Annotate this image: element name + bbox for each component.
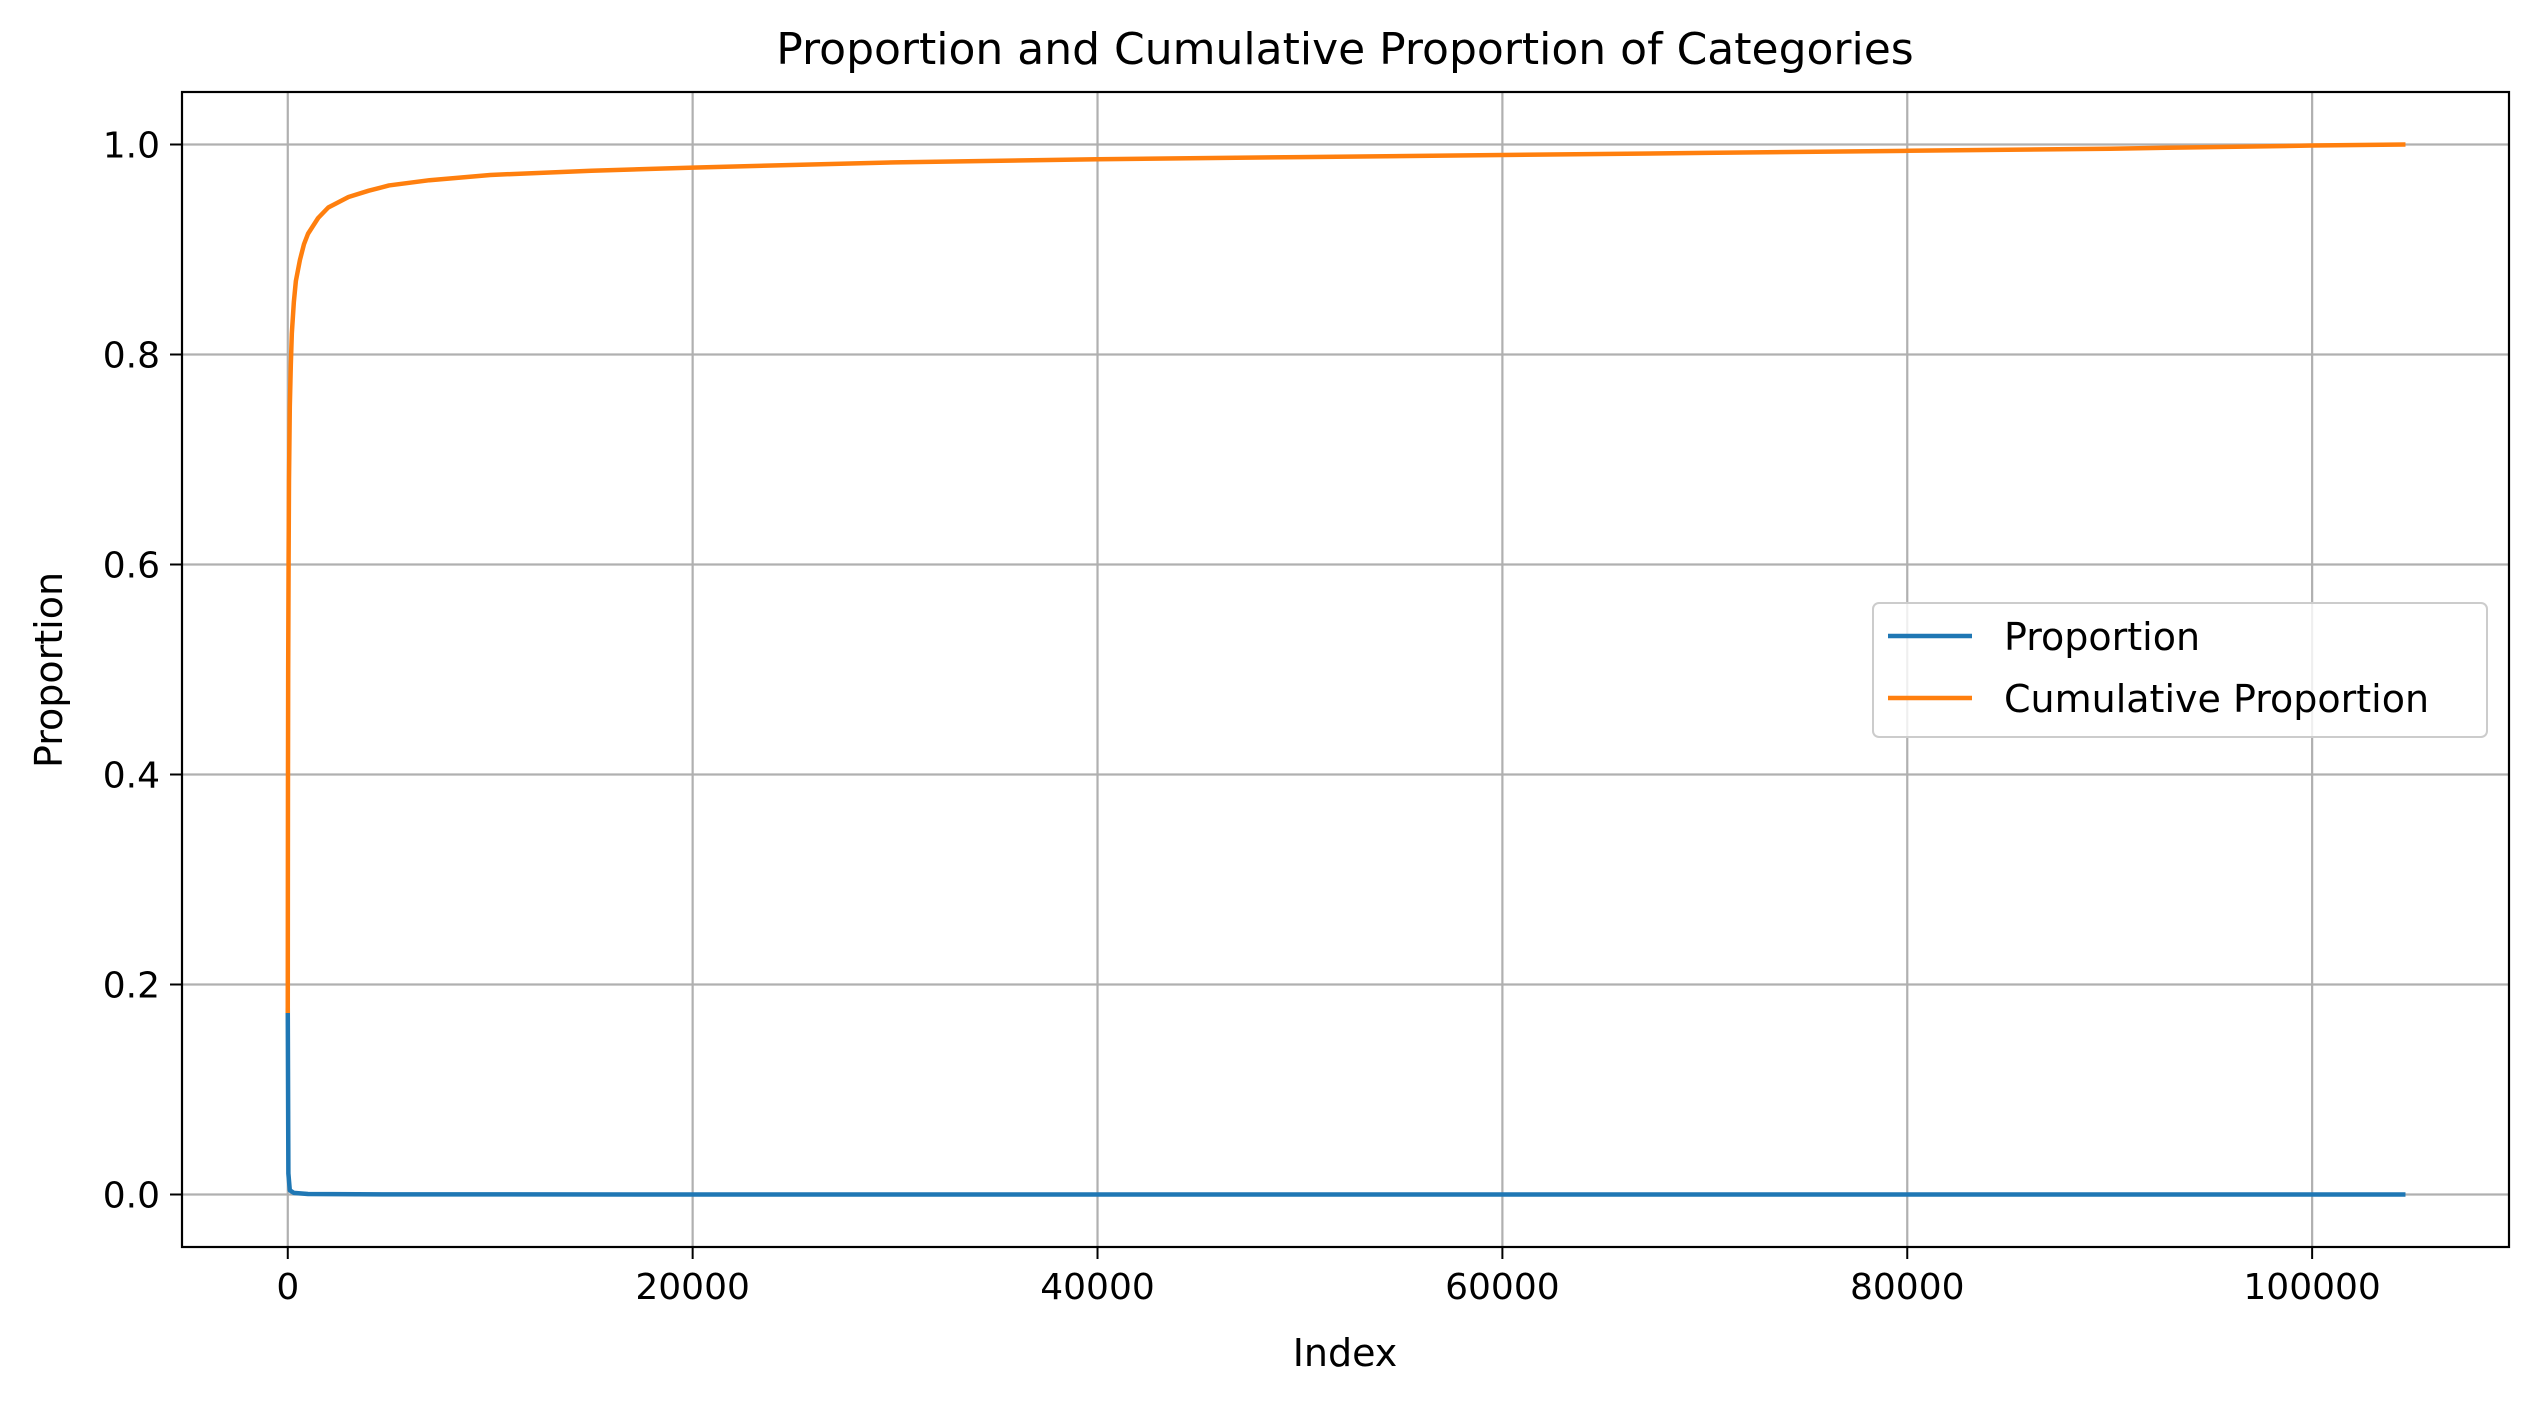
y-tick-label: 0.2 (103, 966, 160, 1007)
plot-frame (180, 90, 2511, 1249)
y-tick-label: 0.6 (103, 546, 160, 587)
x-tick-label: 100000 (2243, 1267, 2380, 1308)
axis-ticks: 0 20000 40000 60000 80000 100000 0.0 0.2 0.4 0.6 0… (103, 126, 2381, 1309)
series-line-proportion (285, 1008, 2406, 1197)
x-tick-label: 0 (276, 1267, 299, 1308)
x-tick-label: 60000 (1445, 1267, 1560, 1308)
y-tick-label: 0.0 (103, 1176, 160, 1217)
legend-box (1872, 602, 2488, 738)
y-tick-label: 0.8 (103, 336, 160, 377)
x-tick-label: 20000 (635, 1267, 750, 1308)
x-tick-label: 80000 (1850, 1267, 1965, 1308)
y-tick-label: 0.4 (103, 756, 160, 797)
x-axis-label: Index (1293, 1331, 1398, 1375)
series-line-cumulative-proportion (285, 142, 2406, 1014)
legend: Proportion Cumulative Proportion (1872, 602, 2488, 738)
chart-title: Proportion and Cumulative Proportion of … (776, 24, 1913, 75)
legend-label-proportion: Proportion (2004, 615, 2200, 659)
y-axis-label: Proportion (27, 572, 71, 768)
series-layer (285, 142, 2406, 1197)
y-tick-label: 1.0 (103, 126, 160, 167)
x-tick-label: 40000 (1040, 1267, 1155, 1308)
legend-label-cumulative-proportion: Cumulative Proportion (2004, 677, 2429, 721)
